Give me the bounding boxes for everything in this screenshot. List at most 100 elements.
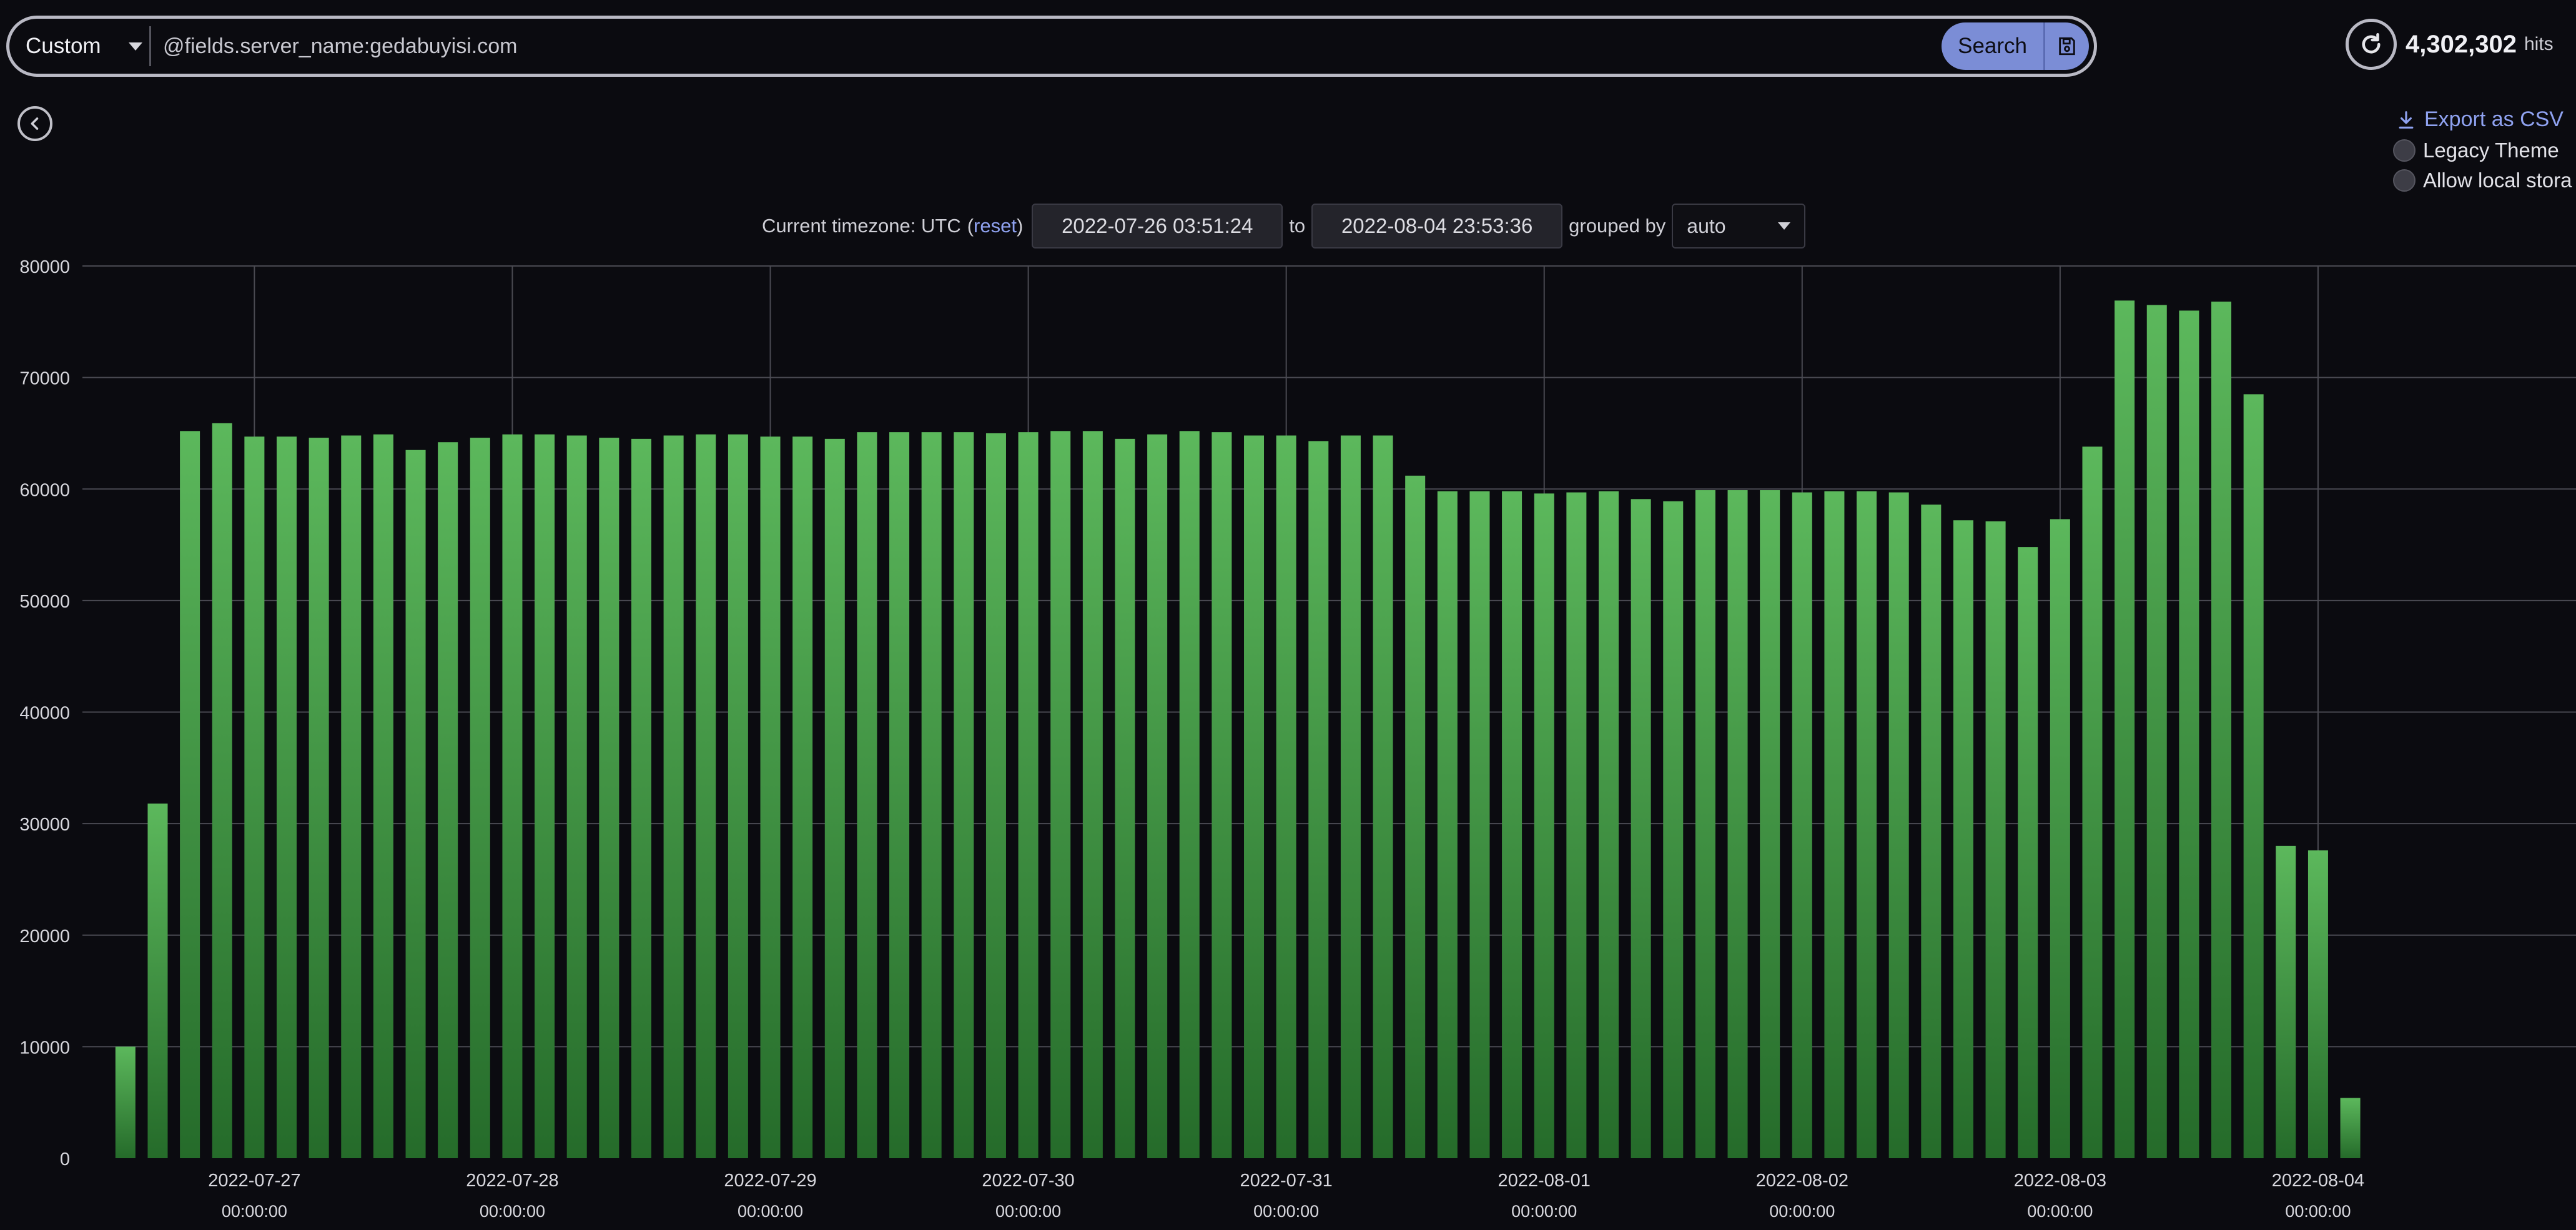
histogram-bar[interactable] — [2050, 519, 2070, 1158]
histogram-bar[interactable] — [1082, 431, 1103, 1158]
histogram-bar[interactable] — [954, 432, 974, 1158]
timezone-reset-link[interactable]: reset — [974, 215, 1017, 237]
histogram-bar[interactable] — [857, 432, 877, 1158]
histogram-bar[interactable] — [2307, 850, 2328, 1158]
histogram-bar[interactable] — [373, 434, 393, 1158]
search-button-group: Search — [1942, 22, 2089, 70]
histogram-bar[interactable] — [631, 438, 651, 1158]
histogram-bar[interactable] — [502, 434, 523, 1158]
histogram-bar[interactable] — [2146, 305, 2167, 1158]
grouped-by-select[interactable]: auto — [1672, 204, 1806, 248]
search-button[interactable]: Search — [1942, 22, 2045, 70]
histogram-bar[interactable] — [147, 803, 168, 1158]
histogram-bar[interactable] — [180, 431, 200, 1158]
hits-label: hits — [2524, 34, 2554, 54]
close-paren: ) — [1016, 215, 1024, 237]
legacy-theme-option[interactable]: Legacy Theme — [2393, 139, 2559, 162]
histogram-bar[interactable] — [470, 438, 490, 1158]
histogram-bar[interactable] — [115, 1046, 136, 1158]
histogram-bar[interactable] — [1760, 490, 1780, 1158]
date-from-field[interactable]: 2022-07-26 03:51:24 — [1032, 204, 1283, 248]
histogram-bar[interactable] — [1018, 432, 1039, 1158]
histogram-bar[interactable] — [921, 432, 942, 1158]
allow-local-storage-option[interactable]: Allow local stora — [2393, 169, 2572, 192]
x-tick-time-label: 00:00:00 — [738, 1202, 803, 1221]
histogram-bar[interactable] — [1695, 490, 1715, 1158]
search-input[interactable] — [158, 26, 1967, 66]
histogram-bar[interactable] — [2340, 1098, 2361, 1158]
histogram-bar[interactable] — [308, 438, 329, 1158]
histogram-bar[interactable] — [1308, 441, 1329, 1158]
histogram-bar[interactable] — [212, 423, 232, 1158]
histogram-bar[interactable] — [985, 433, 1006, 1158]
histogram-bar[interactable] — [1502, 491, 1522, 1158]
histogram-bar[interactable] — [1534, 493, 1554, 1158]
search-button-label: Search — [1958, 34, 2027, 58]
histogram-bar[interactable] — [438, 442, 458, 1158]
histogram-bar[interactable] — [824, 438, 845, 1158]
histogram-bar[interactable] — [277, 436, 297, 1158]
histogram-bar[interactable] — [1824, 491, 1845, 1158]
histogram-bar[interactable] — [566, 435, 587, 1158]
histogram-bar[interactable] — [599, 438, 619, 1158]
histogram-bar[interactable] — [2082, 446, 2103, 1158]
query-mode-label: Custom — [26, 34, 101, 58]
histogram-bar[interactable] — [1212, 432, 1232, 1158]
legacy-theme-radio[interactable] — [2393, 139, 2416, 162]
histogram-bar[interactable] — [1469, 491, 1490, 1158]
histogram-bar[interactable] — [1050, 431, 1071, 1158]
histogram-bar[interactable] — [1953, 520, 1973, 1158]
histogram-bar[interactable] — [1792, 492, 1812, 1158]
histogram-bar[interactable] — [2243, 394, 2264, 1159]
histogram-bar[interactable] — [792, 436, 813, 1158]
histogram-bar[interactable] — [1340, 435, 1361, 1158]
refresh-button[interactable] — [2346, 19, 2397, 70]
x-tick-date-label: 2022-08-03 — [2014, 1171, 2106, 1191]
histogram-bar[interactable] — [1663, 501, 1684, 1159]
histogram-bar[interactable] — [1727, 490, 1748, 1158]
back-button[interactable] — [17, 106, 52, 141]
date-to-field[interactable]: 2022-08-04 23:53:36 — [1311, 204, 1563, 248]
histogram-bar[interactable] — [1147, 434, 1168, 1158]
histogram-bar[interactable] — [696, 434, 716, 1158]
histogram-bar[interactable] — [1437, 491, 1458, 1158]
histogram-bar[interactable] — [760, 436, 781, 1158]
y-tick-label: 50000 — [19, 592, 70, 612]
histogram-bar[interactable] — [1244, 435, 1265, 1158]
histogram-bar[interactable] — [2115, 300, 2135, 1158]
histogram-bar[interactable] — [1373, 435, 1393, 1158]
histogram-bar[interactable] — [2211, 302, 2232, 1158]
query-mode-select[interactable]: Custom — [26, 26, 142, 66]
histogram-bar[interactable] — [889, 432, 910, 1158]
histogram-bar[interactable] — [1566, 492, 1587, 1158]
histogram-bar[interactable] — [535, 434, 555, 1158]
histogram-bar[interactable] — [2276, 845, 2296, 1158]
x-tick-date-label: 2022-07-29 — [724, 1171, 816, 1191]
histogram-bar[interactable] — [341, 435, 362, 1158]
histogram-bar[interactable] — [1405, 475, 1426, 1159]
histogram-bar[interactable] — [405, 450, 426, 1159]
x-tick-date-label: 2022-07-30 — [982, 1171, 1074, 1191]
histogram-bar[interactable] — [1115, 438, 1135, 1158]
x-tick-date-label: 2022-07-27 — [208, 1171, 300, 1191]
histogram-bar[interactable] — [1888, 492, 1909, 1158]
allow-local-storage-radio[interactable] — [2393, 169, 2416, 192]
histogram-bar[interactable] — [1921, 504, 1942, 1158]
histogram-bar[interactable] — [1631, 499, 1651, 1158]
histogram-bar[interactable] — [663, 435, 684, 1158]
histogram-bar[interactable] — [1179, 431, 1200, 1158]
histogram-bar[interactable] — [2179, 310, 2199, 1159]
histogram-bar[interactable] — [1598, 491, 1619, 1158]
save-query-button[interactable] — [2045, 22, 2089, 70]
export-csv-link[interactable]: Export as CSV — [2397, 107, 2564, 132]
x-tick-time-label: 00:00:00 — [2285, 1202, 2351, 1221]
histogram-bar[interactable] — [1985, 521, 2006, 1158]
export-csv-label: Export as CSV — [2424, 107, 2564, 131]
histogram-bar[interactable] — [728, 434, 748, 1158]
histogram-bar[interactable] — [2018, 547, 2038, 1158]
histogram-bar[interactable] — [244, 436, 265, 1158]
date-from-value: 2022-07-26 03:51:24 — [1062, 214, 1253, 237]
histogram-bar[interactable] — [1276, 435, 1296, 1158]
histogram-bar[interactable] — [1857, 491, 1877, 1158]
